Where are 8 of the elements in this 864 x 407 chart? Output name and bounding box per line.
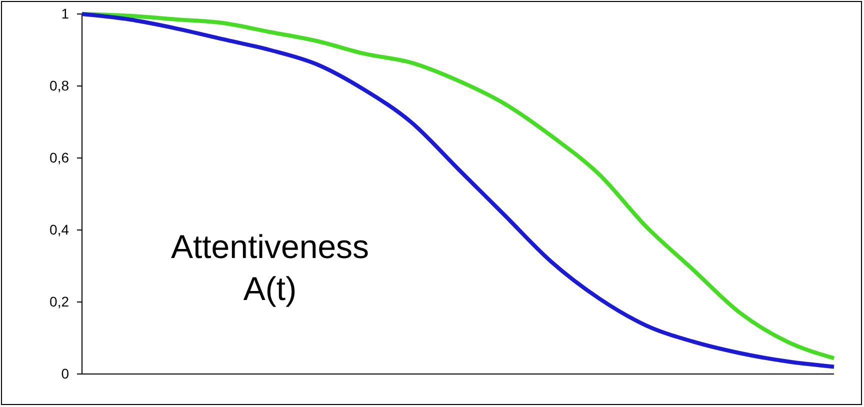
annotation: Attentiveness <box>170 228 370 265</box>
annotation: A(t) <box>243 270 297 307</box>
y-tick-label: 0,2 <box>50 293 70 310</box>
y-tick-label: 1 <box>61 5 70 22</box>
y-tick-label: 0,8 <box>50 77 70 94</box>
y-tick-label: 0,4 <box>50 221 70 238</box>
y-tick-label: 0 <box>61 365 70 382</box>
y-tick-label: 0,6 <box>50 149 70 166</box>
